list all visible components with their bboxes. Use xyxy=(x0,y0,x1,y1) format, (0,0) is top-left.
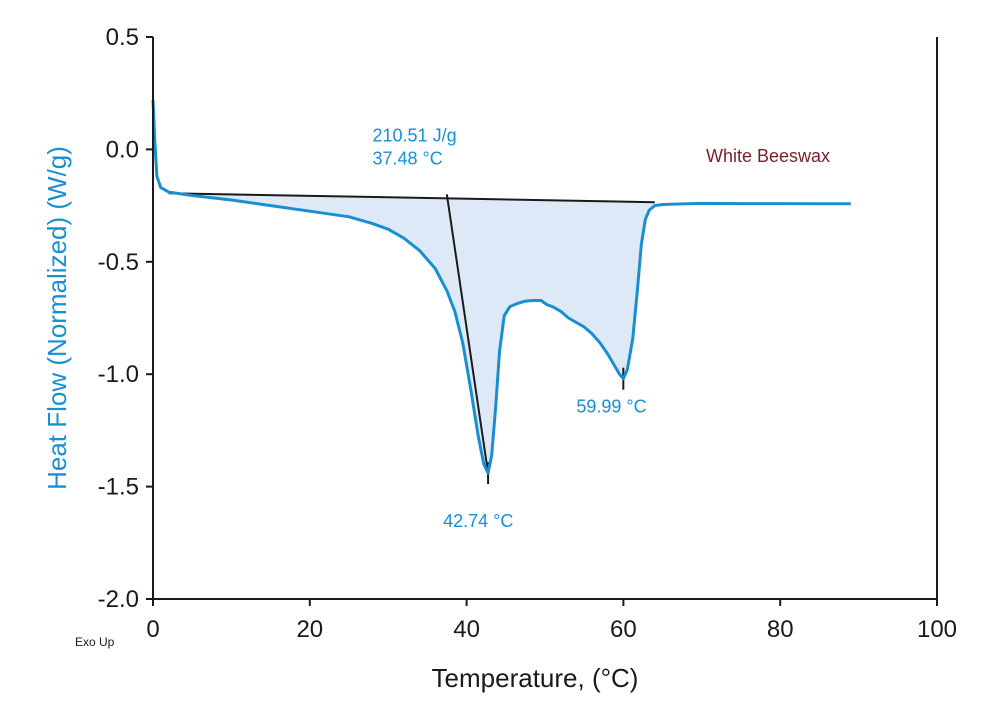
annotation-enthalpy: 37.48 °C xyxy=(373,149,443,169)
integration-baseline xyxy=(168,192,655,204)
y-axis-title: Heat Flow (Normalized) (W/g) xyxy=(42,146,72,490)
x-tick-label: 60 xyxy=(610,616,637,643)
y-tick-label: -2.0 xyxy=(98,586,139,613)
x-tick-label: 80 xyxy=(767,616,794,643)
annotation-peak1: 42.74 °C xyxy=(443,511,513,531)
onset-tangent-line xyxy=(445,194,490,474)
annotation-peak2: 59.99 °C xyxy=(576,396,646,416)
heat-flow-series-line xyxy=(151,99,851,475)
axes-layer xyxy=(146,36,938,606)
y-tick-label: -1.0 xyxy=(98,361,139,388)
integration-area-layer xyxy=(168,192,655,474)
exo-up-label: Exo Up xyxy=(75,635,115,649)
x-tick-label: 40 xyxy=(453,616,480,643)
y-tick-label: 0.5 xyxy=(106,24,139,51)
heat-flow-curve-layer xyxy=(151,99,851,475)
x-axis-title: Temperature, (°C) xyxy=(432,663,639,693)
y-tick-label: 0.0 xyxy=(106,136,139,163)
legend-label: White Beeswax xyxy=(706,146,830,166)
annotation-enthalpy: 210.51 J/g xyxy=(373,126,457,146)
y-tick-label: -0.5 xyxy=(98,249,139,276)
y-tick-label: -1.5 xyxy=(98,474,139,501)
x-tick-label: 0 xyxy=(146,616,159,643)
text-layer: Temperature, (°C) Heat Flow (Normalized)… xyxy=(42,24,957,693)
x-tick-label: 20 xyxy=(296,616,323,643)
x-tick-label: 100 xyxy=(917,616,957,643)
integration-area xyxy=(168,192,655,474)
